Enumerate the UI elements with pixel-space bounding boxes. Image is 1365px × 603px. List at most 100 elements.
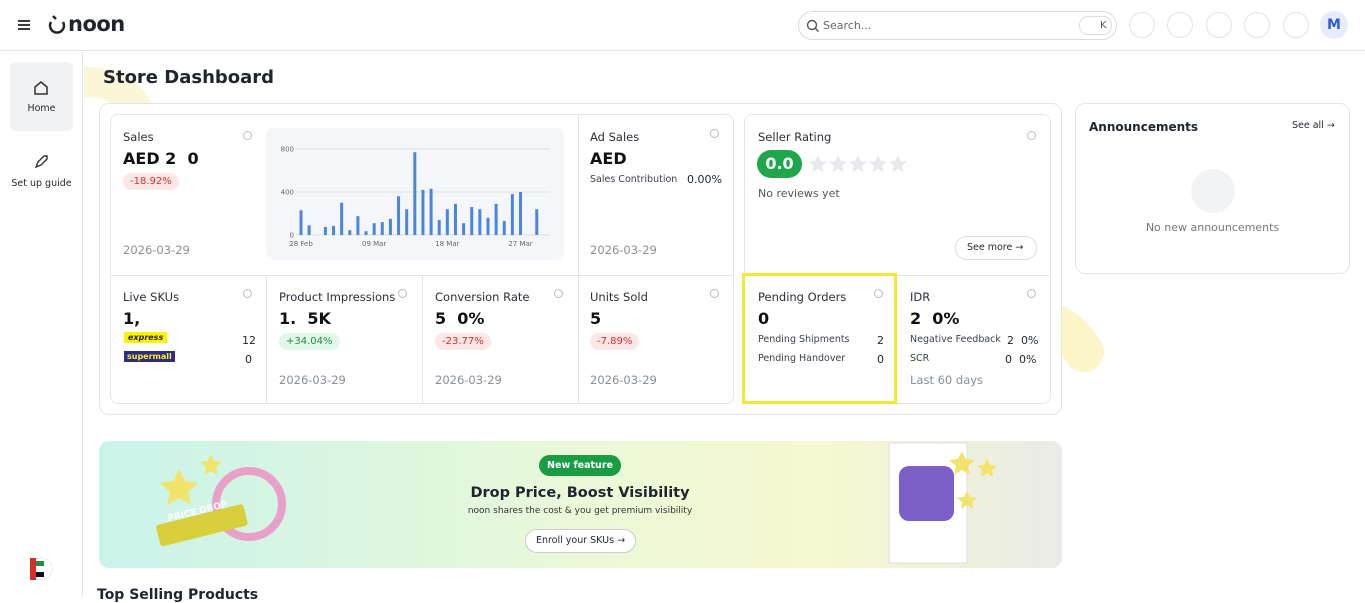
button-label: Enroll your SKUs xyxy=(535,535,615,546)
sub-value: 2 xyxy=(877,334,884,347)
language-button[interactable] xyxy=(1283,12,1309,38)
menu-button[interactable] xyxy=(17,18,31,32)
bar xyxy=(535,209,539,235)
period-label: Last 60 days xyxy=(910,373,984,387)
bar xyxy=(299,210,303,235)
info-icon[interactable] xyxy=(710,289,719,298)
promo-banner[interactable]: PRICE DROP New feature Drop Price, Boost… xyxy=(99,441,1062,568)
bar xyxy=(421,189,425,235)
bar xyxy=(510,194,514,235)
country-flag[interactable] xyxy=(29,557,55,583)
button-label: See more xyxy=(967,242,1013,253)
bar xyxy=(437,219,441,235)
metric-label: Units Sold xyxy=(590,290,648,304)
sub-label: Sales Contribution xyxy=(590,174,678,185)
info-icon[interactable] xyxy=(874,289,883,298)
nav-setup-guide[interactable]: Set up guide xyxy=(0,146,83,196)
metric-value: 1. 5K xyxy=(279,309,331,328)
metric-label: Ad Sales xyxy=(590,130,640,144)
bar xyxy=(502,221,506,235)
metric-label: Pending Orders xyxy=(758,290,847,304)
top-bar: noon Search... K M xyxy=(0,0,1365,51)
metric-value: 0 xyxy=(758,309,770,328)
y-tick-label: 800 xyxy=(281,146,294,154)
help-button[interactable] xyxy=(1129,12,1155,38)
sub-value: 12 xyxy=(242,334,256,347)
bar xyxy=(307,225,311,235)
metric-label: Sales xyxy=(123,130,154,144)
nav-home[interactable]: Home xyxy=(10,62,73,131)
sub-value: 0 xyxy=(245,353,252,366)
see-all-link[interactable]: See all → xyxy=(1292,120,1335,131)
x-tick-label: 18 Mar xyxy=(435,240,459,248)
bar xyxy=(356,216,360,235)
bar xyxy=(405,209,409,235)
info-icon[interactable] xyxy=(554,289,563,298)
info-icon[interactable] xyxy=(398,289,407,298)
divider xyxy=(578,115,579,403)
info-icon[interactable] xyxy=(710,129,719,138)
panel-title: Announcements xyxy=(1089,120,1199,134)
metric-date: 2026-03-29 xyxy=(123,243,190,257)
empty-icon xyxy=(1191,169,1235,213)
highlight-box xyxy=(742,273,897,404)
metric-label: Live SKUs xyxy=(123,290,180,304)
metric-date: 2026-03-29 xyxy=(590,373,657,387)
bar xyxy=(470,207,474,235)
announcements-button[interactable] xyxy=(1244,12,1270,38)
change-badge: -23.77% xyxy=(435,333,491,350)
announcements-panel: Announcements See all → No new announcem… xyxy=(1075,103,1350,274)
divider xyxy=(422,275,423,403)
info-icon[interactable] xyxy=(1027,131,1036,140)
metric-date: 2026-03-29 xyxy=(435,373,502,387)
metric-label: IDR xyxy=(910,290,931,304)
y-tick-label: 0 xyxy=(290,232,294,240)
sub-value: 2 0% xyxy=(1007,334,1039,347)
bar xyxy=(372,223,376,235)
see-more-button[interactable]: See more → xyxy=(955,236,1037,260)
empty-message: No new announcements xyxy=(1145,221,1280,234)
metric-value: 5 0% xyxy=(435,309,485,328)
search-box[interactable]: Search... K xyxy=(798,11,1117,40)
supermall-tag: supermall xyxy=(124,351,175,362)
sub-label: SCR xyxy=(910,353,930,364)
page-title: Store Dashboard xyxy=(103,67,275,88)
avatar[interactable]: M xyxy=(1320,11,1348,39)
bar xyxy=(397,196,401,235)
bar xyxy=(429,188,433,235)
section-title: Top Selling Products xyxy=(97,587,259,603)
x-tick-label: 28 Feb xyxy=(289,240,313,248)
bar xyxy=(478,209,482,235)
guide-button[interactable] xyxy=(1167,12,1193,38)
info-icon[interactable] xyxy=(1027,289,1036,298)
bar xyxy=(453,203,457,235)
notifications-button[interactable] xyxy=(1206,12,1232,38)
banner-subtitle: noon shares the cost & you get premium v… xyxy=(467,506,693,516)
sidebar: Home Set up guide xyxy=(0,52,83,596)
metric-value: AED 2 0 xyxy=(123,149,199,168)
change-badge: +34.04% xyxy=(279,333,340,350)
info-icon[interactable] xyxy=(243,289,252,298)
logo[interactable]: noon xyxy=(68,12,125,36)
home-icon xyxy=(34,81,48,95)
bar xyxy=(340,202,344,235)
x-tick-label: 09 Mar xyxy=(362,240,386,248)
bar xyxy=(519,192,523,235)
change-badge: -7.89% xyxy=(590,333,640,350)
info-icon[interactable] xyxy=(243,131,252,140)
bar xyxy=(494,203,498,235)
bar xyxy=(462,223,466,235)
metric-label: Product Impressions xyxy=(279,290,396,304)
bar xyxy=(323,226,327,235)
metric-value: 2 0% xyxy=(910,309,960,328)
metric-date: 2026-03-29 xyxy=(590,243,657,257)
rocket-icon xyxy=(34,155,48,169)
search-icon xyxy=(806,19,819,32)
metric-value: 5 xyxy=(590,309,602,328)
bar xyxy=(332,225,336,235)
rating-badge: 0.0 xyxy=(757,150,802,178)
enroll-button[interactable]: Enroll your SKUs → xyxy=(525,529,636,553)
bar xyxy=(348,230,352,235)
